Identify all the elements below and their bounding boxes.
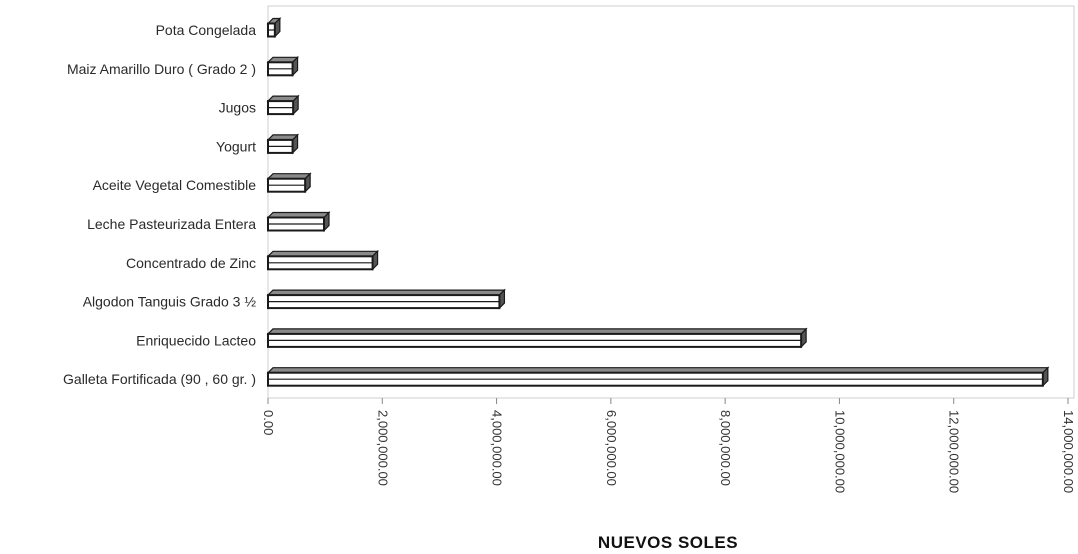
bar: [266, 249, 380, 271]
category-label: Leche Pasteurizada Entera: [87, 216, 256, 232]
category-label: Algodon Tanguis Grado 3 ½: [83, 294, 257, 310]
plot-frame: [267, 5, 1075, 399]
x-tick-label: 8,000,000.00: [718, 410, 733, 486]
bar: [266, 133, 300, 155]
bar: [266, 366, 1050, 388]
category-label: Aceite Vegetal Comestible: [93, 177, 257, 193]
category-label: Maiz Amarillo Duro ( Grado 2 ): [67, 61, 256, 77]
category-label: Yogurt: [216, 138, 256, 154]
category-label: Pota Congelada: [156, 22, 257, 38]
x-tick-label: 10,000,000.00: [832, 410, 847, 493]
bar: [266, 211, 331, 232]
x-axis-title: NUEVOS SOLES: [598, 533, 738, 552]
bar: [266, 172, 312, 194]
x-tick-label: 2,000,000.00: [375, 410, 390, 486]
x-tick-label: 0.00: [261, 410, 276, 435]
category-label: Galleta Fortificada (90 , 60 gr. ): [63, 371, 256, 387]
bar: [266, 288, 506, 310]
bar: [266, 327, 808, 349]
bar: [266, 17, 282, 38]
category-labels: Pota Congelada Maiz Amarillo Duro ( Grado…: [63, 22, 256, 387]
category-label: Jugos: [219, 100, 256, 116]
x-tick-label: 4,000,000.00: [490, 410, 505, 486]
category-label: Enriquecido Lacteo: [136, 332, 256, 348]
x-axis-ticks: 0.00 2,000,000.00 4,000,000.00 6,000,000.00…: [261, 398, 1076, 493]
bar: [266, 55, 300, 77]
x-tick-label: 12,000,000.00: [947, 410, 962, 493]
category-label: Concentrado de Zinc: [126, 255, 256, 271]
bar: [266, 94, 300, 116]
x-tick-label: 14,000,000.00: [1061, 410, 1076, 493]
x-tick-label: 6,000,000.00: [604, 410, 619, 486]
bars-group: [266, 17, 1050, 388]
